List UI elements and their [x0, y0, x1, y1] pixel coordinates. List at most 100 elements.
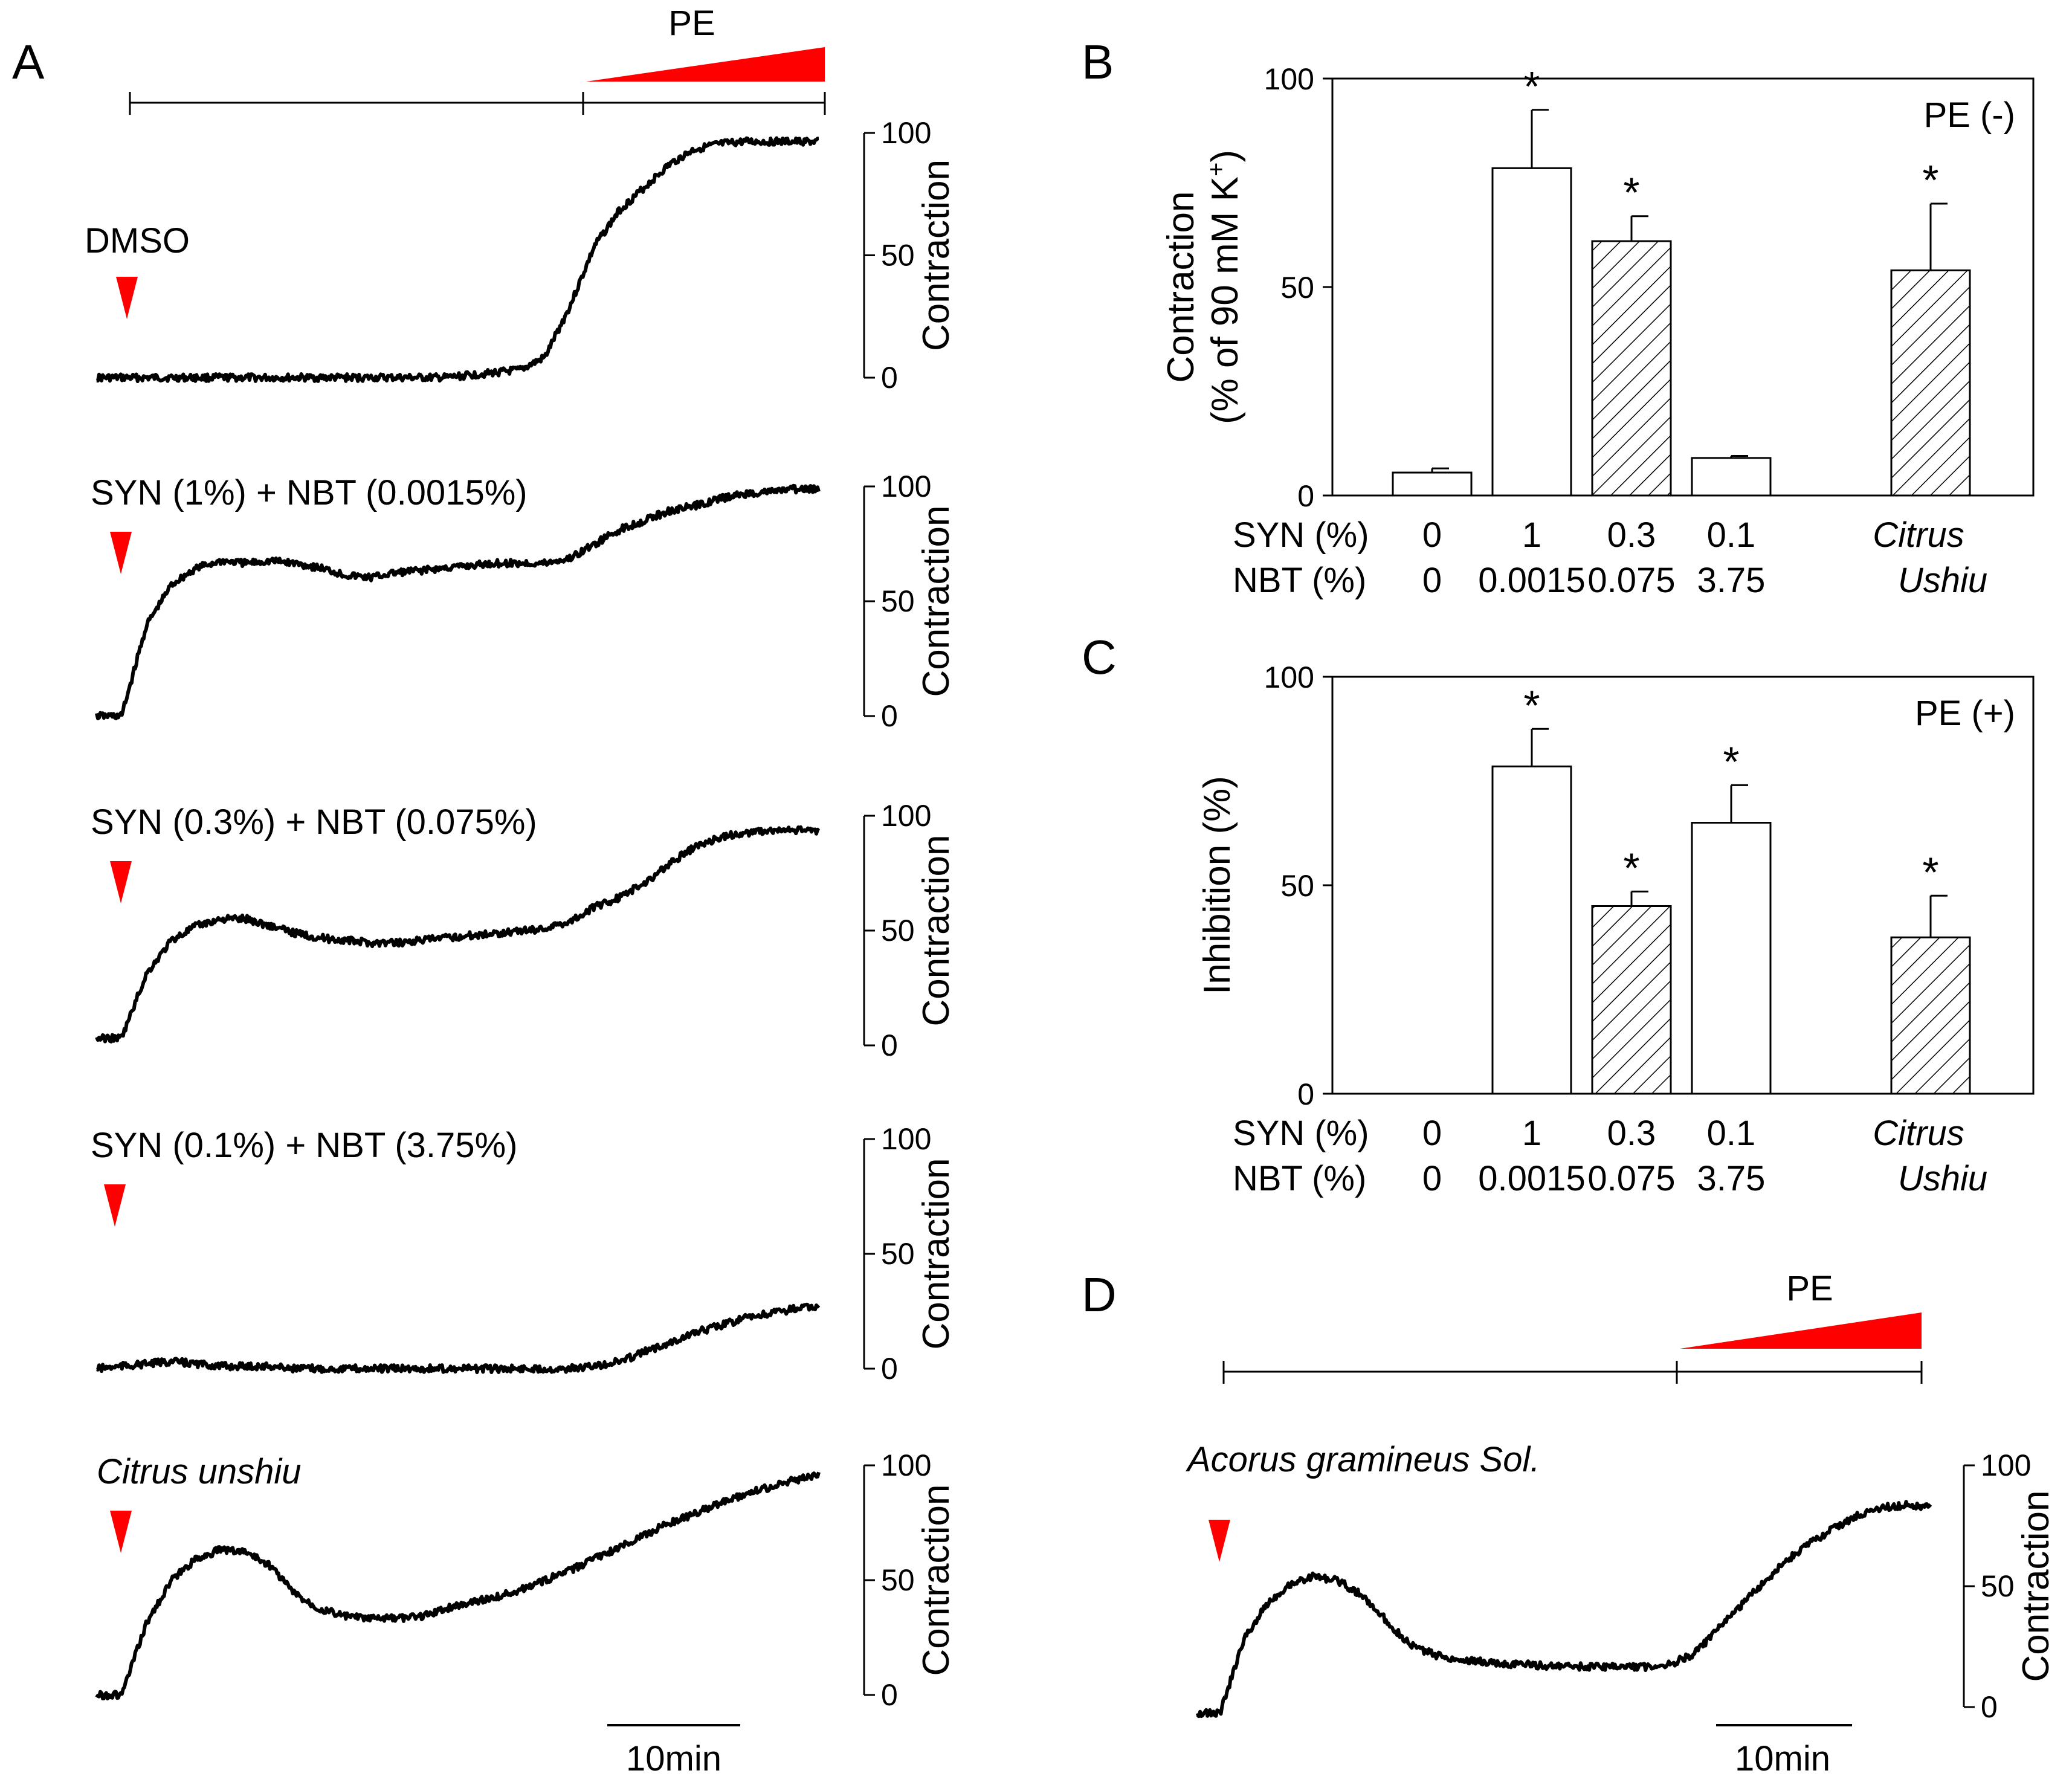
panel-b-nbt-value: 0.0015 [1478, 561, 1585, 600]
panel-b-y-tick-label: 100 [1264, 62, 1314, 96]
panel-d-protocol: PE [1222, 1269, 1923, 1384]
panel-b-significance-star: * [1623, 169, 1639, 216]
panel-b-syn-value: Citrus [1873, 515, 1964, 555]
panel-b-row1-label: SYN (%) [1233, 515, 1369, 555]
panel-b-syn-value: 1 [1522, 515, 1541, 555]
panel-a-2-trace-line [95, 825, 821, 1044]
drug-marker-icon [1209, 1520, 1230, 1562]
trace-label: DMSO [85, 221, 190, 260]
panel-d-trace-line [1195, 1500, 1932, 1719]
panel-b-bar [1491, 167, 1572, 497]
panel-b-y-tick-label: 50 [1280, 271, 1314, 305]
scale-bar-label: 10min [626, 1739, 721, 1778]
panel-a-protocol: PE [129, 4, 826, 115]
panel-a-3-trace-line [96, 1302, 821, 1374]
panel-b-row2-label: NBT (%) [1233, 561, 1366, 600]
panel-c-row1-label: SYN (%) [1233, 1114, 1369, 1153]
panel-c-bar-chart: 0 50 100 PE (+) 0 0 * 1 0.0015 * 0.3 0.075 * 0.1 3.75 *… [1196, 660, 2035, 1198]
panel-b-bar [1392, 471, 1473, 497]
ylabel-superscript: + [1203, 163, 1230, 176]
panel-c-significance-star: * [1922, 848, 1938, 896]
trace-group-3: SYN (0.1%) + NBT (3.75%) 0 50 100Contractio… [91, 1122, 957, 1386]
panel-a-3-y-tick-label: 50 [881, 1237, 915, 1271]
panel-c-nbt-value: 0.075 [1587, 1159, 1675, 1198]
drug-marker-icon [110, 861, 132, 903]
panel-c-syn-value: 0.1 [1707, 1114, 1756, 1153]
panel-a-4-trace-line [95, 1471, 821, 1700]
panel-b-nbt-value: Ushiu [1898, 561, 1987, 600]
panel-a-0-y-tick-label: 0 [881, 361, 898, 395]
panel-d-y-axis-label: Contraction [2015, 1490, 2057, 1682]
trace-label: Acorus gramineus Sol. [1186, 1440, 1540, 1479]
panel-b-y-axis-label-line2: (% of 90 mM K+) [1203, 150, 1246, 424]
drug-marker-icon [110, 532, 132, 574]
ylabel-close: ) [1204, 150, 1246, 163]
trace-label: SYN (0.1%) + NBT (3.75%) [91, 1126, 517, 1165]
panel-b-bar [1691, 457, 1772, 497]
pe-ramp [586, 47, 825, 82]
panel-c-bar [1491, 765, 1572, 1095]
panel-a-0-y-tick-label: 50 [881, 239, 915, 273]
panel-c-y-axis-label: Inhibition (%) [1196, 776, 1238, 995]
panel-a-1-y-axis-label: Contraction [915, 505, 957, 697]
panel-b-corner-label: PE (-) [1924, 95, 2015, 135]
panel-a-3-y-axis-label: Contraction [915, 1158, 957, 1349]
panel-b-syn-value: 0.1 [1707, 515, 1756, 555]
panel-c-significance-star: * [1723, 738, 1739, 785]
panel-c-syn-value: 0 [1422, 1114, 1442, 1153]
ylabel-main: (% of 90 mM K [1204, 176, 1246, 424]
panel-b-bar [1890, 269, 1971, 497]
panel-d-y-tick-label: 50 [1981, 1569, 2015, 1603]
panel-d-y-tick-label: 100 [1981, 1448, 2031, 1482]
panel-a-4-y-tick-label: 0 [881, 1678, 898, 1712]
panel-a-1-y-tick-label: 0 [881, 699, 898, 733]
panel-c-bar [1890, 936, 1971, 1095]
panel-c-nbt-value: Ushiu [1898, 1159, 1987, 1198]
panel-a-0-y-axis-label: Contraction [915, 160, 957, 351]
panel-c-bar [1591, 905, 1672, 1095]
panel-c-nbt-value: 0.0015 [1478, 1159, 1585, 1198]
trace-group-2: SYN (0.3%) + NBT (0.075%) 0 50 100Contracti… [91, 799, 957, 1062]
panel-c-significance-star: * [1523, 682, 1540, 729]
panel-c-row2-label: NBT (%) [1233, 1159, 1366, 1198]
panel-b-y-tick-label: 0 [1297, 479, 1314, 513]
trace-label: SYN (0.3%) + NBT (0.075%) [91, 802, 537, 842]
trace-label: Citrus unshiu [97, 1452, 301, 1491]
panel-a-2-y-axis-label: Contraction [915, 834, 957, 1026]
panel-letter-b: B [1082, 35, 1114, 89]
panel-a-4-y-tick-label: 50 [881, 1563, 915, 1597]
panel-c-y-tick-label: 0 [1297, 1077, 1314, 1111]
panel-letter-c: C [1082, 630, 1117, 684]
drug-marker-icon [104, 1184, 126, 1227]
pe-label: PE [668, 4, 715, 43]
panel-c-significance-star: * [1623, 844, 1639, 891]
panel-c-y-tick-label: 50 [1280, 869, 1314, 903]
panel-c-syn-value: Citrus [1873, 1114, 1964, 1153]
panel-a-0-y-tick-label: 100 [881, 116, 931, 150]
panel-b-nbt-value: 3.75 [1697, 561, 1766, 600]
panel-a-3-y-tick-label: 0 [881, 1352, 898, 1386]
panel-a-2-y-tick-label: 0 [881, 1028, 898, 1062]
panel-letter-a: A [12, 35, 45, 89]
pe-ramp [1680, 1312, 1922, 1349]
panel-a-1-y-tick-label: 50 [881, 584, 915, 618]
panel-a-2-y-tick-label: 100 [881, 799, 931, 833]
panel-letter-d: D [1082, 1268, 1117, 1322]
panel-b-significance-star: * [1523, 63, 1540, 110]
panel-c-bar [1691, 822, 1772, 1095]
drug-marker-icon [116, 277, 138, 319]
panel-a-3-y-tick-label: 100 [881, 1122, 931, 1156]
panel-a-1-trace-line [95, 483, 821, 721]
panel-d-trace: PE Acorus gramineus Sol. 0 50 100 Contractio… [1186, 1269, 2057, 1778]
panel-a-0-trace-line [96, 136, 819, 383]
pe-label: PE [1786, 1269, 1833, 1308]
panel-c-syn-value: 0.3 [1607, 1114, 1656, 1153]
panel-b-bar-chart: 0 50 100 PE (-) 0 0 * 1 0.0015 * 0.3 0.075 0.1 3.75 * C… [1160, 62, 2035, 600]
panel-c-y-tick-label: 100 [1264, 660, 1314, 694]
trace-label: SYN (1%) + NBT (0.0015%) [91, 473, 528, 512]
trace-group-1: SYN (1%) + NBT (0.0015%) 0 50 100Contractio… [91, 470, 957, 733]
panel-b-significance-star: * [1922, 157, 1938, 204]
